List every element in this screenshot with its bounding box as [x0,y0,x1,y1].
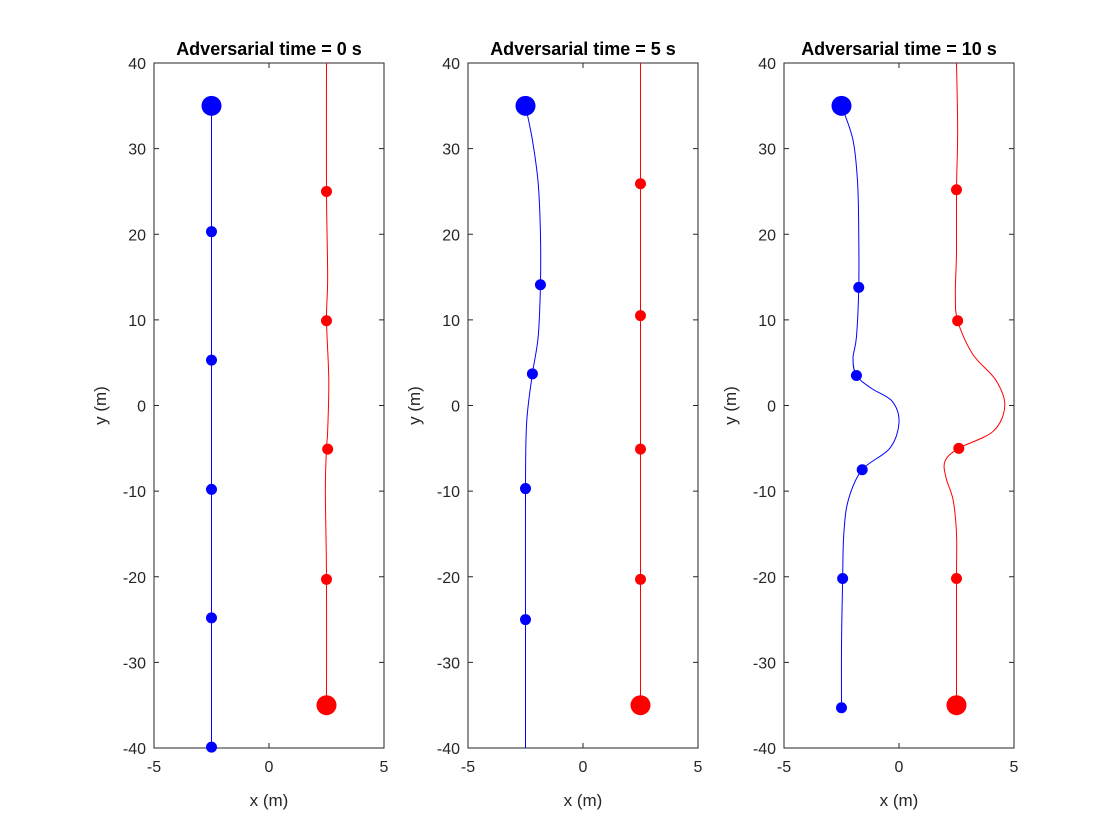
trajectory-marker [206,741,217,753]
y-tick-label: 40 [128,56,146,73]
axes-box [783,62,1015,749]
y-tick-label: 10 [442,313,460,330]
x-tick-label: 5 [694,759,703,776]
x-tick-label: -5 [461,759,475,776]
trajectory-line [324,63,330,706]
panel-title: Adversarial time = 10 s [801,39,997,59]
y-tick-label: -30 [753,655,776,672]
trajectory-marker [206,354,217,366]
trajectory-marker [853,281,865,293]
y-tick-label: -40 [753,741,776,758]
x-axis-label: x (m) [880,791,919,810]
y-tick-label: 30 [128,142,146,159]
trajectory-marker [321,315,332,327]
trajectory-marker [206,483,217,495]
trajectory-marker [321,185,332,197]
start-marker [946,695,967,716]
axes-box [153,62,385,749]
panel-title: Adversarial time = 0 s [176,39,362,59]
trajectory-marker [850,370,862,382]
y-tick-label: -40 [437,741,460,758]
trajectory-marker [951,184,962,196]
trajectory-line [840,105,900,708]
chart-panel-3: -5 0 5 -40 -30 -20 -10 0 10 20 30 40 x (m) y (m) Adver… [721,39,1019,810]
y-tick-label: 0 [137,399,146,416]
trajectory-marker [635,443,646,455]
y-tick-label: 10 [128,313,146,330]
x-tick-label: -5 [147,759,161,776]
plot-area [840,63,1006,708]
y-tick-label: -30 [437,655,460,672]
y-tick-label: 20 [442,227,460,244]
start-marker [831,95,852,116]
x-axis-label: x (m) [564,791,603,810]
y-tick-label: -30 [123,655,146,672]
y-tick-label: 0 [767,399,776,416]
y-tick-label: 30 [442,142,460,159]
x-tick-label: 0 [265,759,274,776]
trajectory-marker [206,226,217,238]
trajectory-marker [321,573,332,585]
start-marker [630,695,651,716]
trajectory-marker [856,464,868,476]
y-tick-label: -20 [437,570,460,587]
trajectory-marker [837,572,849,584]
trajectory-line [524,105,542,748]
x-tick-label: 0 [895,759,904,776]
y-tick-label: -10 [753,484,776,501]
trajectory-marker [534,279,546,291]
x-tick-label: 5 [380,759,389,776]
x-tick-label: -5 [777,759,791,776]
trajectory-marker [635,573,646,585]
y-tick-label: -40 [123,741,146,758]
trajectory-marker [952,315,964,327]
y-tick-label: -20 [753,570,776,587]
trajectory-marker [322,443,334,455]
trajectory-marker [206,612,217,624]
trajectory-marker [953,442,965,454]
x-tick-label: 0 [579,759,588,776]
y-tick-label: 20 [128,227,146,244]
y-tick-label: -10 [437,484,460,501]
y-axis-label: y (m) [91,386,110,425]
y-tick-label: 40 [442,56,460,73]
plot-area [524,63,642,748]
y-axis-label: y (m) [721,386,740,425]
trajectory-marker [520,483,531,495]
start-marker [316,695,337,716]
trajectory-marker [836,702,847,714]
panel-title: Adversarial time = 5 s [490,39,676,59]
y-axis-label: y (m) [405,386,424,425]
start-marker [201,95,222,116]
chart-panel-1: -5 0 5 -40 -30 -20 -10 0 10 20 30 40 x (m) y (m) Adver… [91,39,389,810]
plot-area [210,63,330,748]
axes-box [467,62,699,749]
trajectory-marker [951,572,962,584]
y-tick-label: 10 [758,313,776,330]
trajectory-marker [635,310,646,322]
start-marker [515,95,536,116]
chart-panel-2: -5 0 5 -40 -30 -20 -10 0 10 20 30 40 x (m) y (m) Adver… [405,39,703,810]
y-tick-label: 40 [758,56,776,73]
trajectory-marker [526,368,538,380]
x-tick-label: 5 [1010,759,1019,776]
trajectory-marker [520,614,531,626]
y-tick-label: -10 [123,484,146,501]
trajectory-marker [635,178,646,190]
y-tick-label: 20 [758,227,776,244]
x-axis-label: x (m) [250,791,289,810]
y-tick-label: 0 [451,399,460,416]
y-tick-label: 30 [758,142,776,159]
trajectory-line [943,63,1006,706]
y-tick-label: -20 [123,570,146,587]
